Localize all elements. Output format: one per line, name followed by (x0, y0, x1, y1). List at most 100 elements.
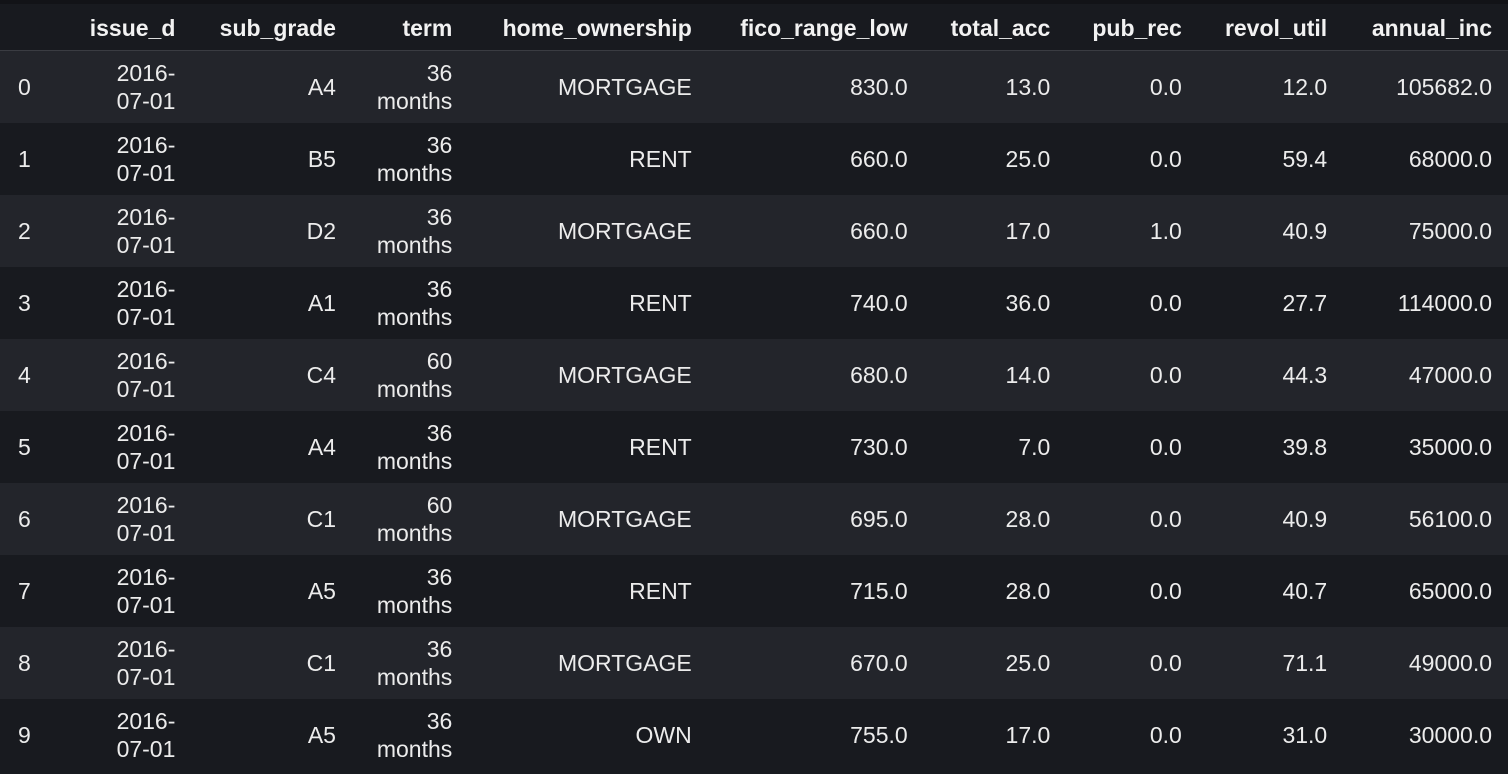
term-cell-line: months (376, 88, 453, 114)
row-index: 1 (18, 146, 31, 172)
issue-d-cell-line: 2016- (116, 636, 176, 662)
table-body: 0 2016- 07-01 A4 36 months MORTGAGE 830.0 13.0 0.… (0, 50, 1508, 771)
total-acc-cell: 14.0 (1005, 362, 1051, 388)
term-cell-line: 60 (426, 348, 453, 374)
fico-range-low-cell: 830.0 (850, 74, 908, 100)
total-acc-cell: 25.0 (1005, 650, 1051, 676)
column-header-home-ownership: home_ownership (468, 6, 708, 51)
term-cell: 36 months (352, 51, 468, 124)
pub-rec-cell: 0.0 (1149, 434, 1182, 460)
row-index: 8 (18, 650, 31, 676)
total-acc-cell: 28.0 (1005, 578, 1051, 604)
column-header-total-acc: total_acc (923, 6, 1067, 51)
annual-inc-cell: 56100.0 (1408, 506, 1492, 532)
pub-rec-cell: 0.0 (1149, 290, 1182, 316)
term-cell: 60 months (352, 483, 468, 555)
issue-d-cell: 2016- 07-01 (64, 483, 191, 555)
issue-d-cell-text: 2016- 07-01 (117, 635, 176, 691)
annual-inc-cell: 65000.0 (1408, 578, 1492, 604)
term-cell-line: 36 (426, 132, 453, 158)
fico-range-low-cell: 730.0 (850, 434, 908, 460)
row-index: 5 (18, 434, 31, 460)
revol-util-cell: 59.4 (1282, 146, 1328, 172)
home-ownership-cell: RENT (629, 578, 692, 604)
issue-d-cell-text: 2016- 07-01 (117, 203, 176, 259)
term-cell-text: 36 months (377, 635, 452, 691)
issue-d-cell-text: 2016- 07-01 (117, 131, 176, 187)
issue-d-cell: 2016- 07-01 (64, 699, 191, 771)
term-cell-text: 36 months (377, 563, 452, 619)
row-index: 0 (18, 74, 31, 100)
term-cell-line: months (376, 160, 453, 186)
total-acc-cell: 17.0 (1005, 218, 1051, 244)
row-index: 6 (18, 506, 31, 532)
home-ownership-cell: RENT (629, 146, 692, 172)
table-row: 1 2016- 07-01 B5 36 months RENT 660.0 25.0 0.0 59.… (0, 123, 1508, 195)
column-header-revol-util: revol_util (1197, 6, 1344, 51)
term-cell-line: 36 (426, 60, 453, 86)
annual-inc-cell: 114000.0 (1397, 290, 1492, 316)
table-row: 9 2016- 07-01 A5 36 months OWN 755.0 17.0 0.0 31.0… (0, 699, 1508, 771)
home-ownership-cell: MORTGAGE (557, 74, 692, 100)
term-cell-line: months (376, 592, 453, 618)
column-header-pub-rec: pub_rec (1066, 6, 1198, 51)
sub-grade-cell: B5 (307, 146, 336, 172)
issue-d-cell-line: 07-01 (116, 664, 176, 690)
column-header-term: term (351, 6, 469, 51)
issue-d-cell-text: 2016- 07-01 (117, 563, 176, 619)
term-cell-line: 36 (426, 564, 453, 590)
issue-d-cell-line: 2016- (116, 564, 176, 590)
revol-util-cell: 71.1 (1282, 650, 1328, 676)
term-cell-line: 36 (426, 636, 453, 662)
issue-d-cell-line: 07-01 (116, 88, 176, 114)
issue-d-cell: 2016- 07-01 (64, 627, 191, 699)
table-row: 4 2016- 07-01 C4 60 months MORTGAGE 680.0 14.0 0.… (0, 339, 1508, 411)
row-index: 9 (18, 722, 31, 748)
total-acc-cell: 28.0 (1005, 506, 1051, 532)
dataframe-table: issue_d sub_grade term home_ownership fi… (0, 6, 1508, 771)
fico-range-low-cell: 740.0 (850, 290, 908, 316)
issue-d-cell-line: 2016- (116, 276, 176, 302)
revol-util-cell: 27.7 (1282, 290, 1328, 316)
sub-grade-cell: A5 (307, 722, 336, 748)
table-row: 7 2016- 07-01 A5 36 months RENT 715.0 28.0 0.0 40.… (0, 555, 1508, 627)
sub-grade-cell: A1 (307, 290, 336, 316)
issue-d-cell: 2016- 07-01 (64, 411, 191, 483)
revol-util-cell: 39.8 (1282, 434, 1328, 460)
term-cell-text: 60 months (377, 491, 452, 547)
term-cell-text: 36 months (377, 59, 452, 115)
issue-d-cell-line: 07-01 (116, 376, 176, 402)
pub-rec-cell: 0.0 (1149, 506, 1182, 532)
issue-d-cell-text: 2016- 07-01 (117, 59, 176, 115)
home-ownership-cell: MORTGAGE (557, 362, 692, 388)
pub-rec-cell: 0.0 (1149, 146, 1182, 172)
fico-range-low-cell: 755.0 (850, 722, 908, 748)
issue-d-cell-line: 2016- (116, 348, 176, 374)
issue-d-cell: 2016- 07-01 (64, 555, 191, 627)
row-index: 4 (18, 362, 31, 388)
issue-d-cell: 2016- 07-01 (64, 51, 191, 124)
revol-util-cell: 31.0 (1282, 722, 1328, 748)
home-ownership-cell: RENT (629, 434, 692, 460)
issue-d-cell: 2016- 07-01 (64, 195, 191, 267)
issue-d-cell-text: 2016- 07-01 (117, 347, 176, 403)
home-ownership-cell: OWN (635, 722, 692, 748)
term-cell-line: months (376, 376, 453, 402)
pub-rec-cell: 0.0 (1149, 650, 1182, 676)
term-cell-line: months (376, 736, 453, 762)
term-cell: 60 months (352, 339, 468, 411)
term-cell-line: months (376, 304, 453, 330)
term-cell-line: 36 (426, 708, 453, 734)
annual-inc-cell: 47000.0 (1408, 362, 1492, 388)
issue-d-cell-text: 2016- 07-01 (117, 491, 176, 547)
total-acc-cell: 13.0 (1005, 74, 1051, 100)
issue-d-cell-line: 2016- (116, 492, 176, 518)
issue-d-cell: 2016- 07-01 (64, 123, 191, 195)
table-row: 6 2016- 07-01 C1 60 months MORTGAGE 695.0 28.0 0.… (0, 483, 1508, 555)
home-ownership-cell: MORTGAGE (557, 506, 692, 532)
term-cell: 36 months (352, 195, 468, 267)
table-row: 0 2016- 07-01 A4 36 months MORTGAGE 830.0 13.0 0.… (0, 50, 1508, 124)
fico-range-low-cell: 680.0 (850, 362, 908, 388)
issue-d-cell-line: 2016- (116, 708, 176, 734)
index-header (0, 6, 64, 51)
